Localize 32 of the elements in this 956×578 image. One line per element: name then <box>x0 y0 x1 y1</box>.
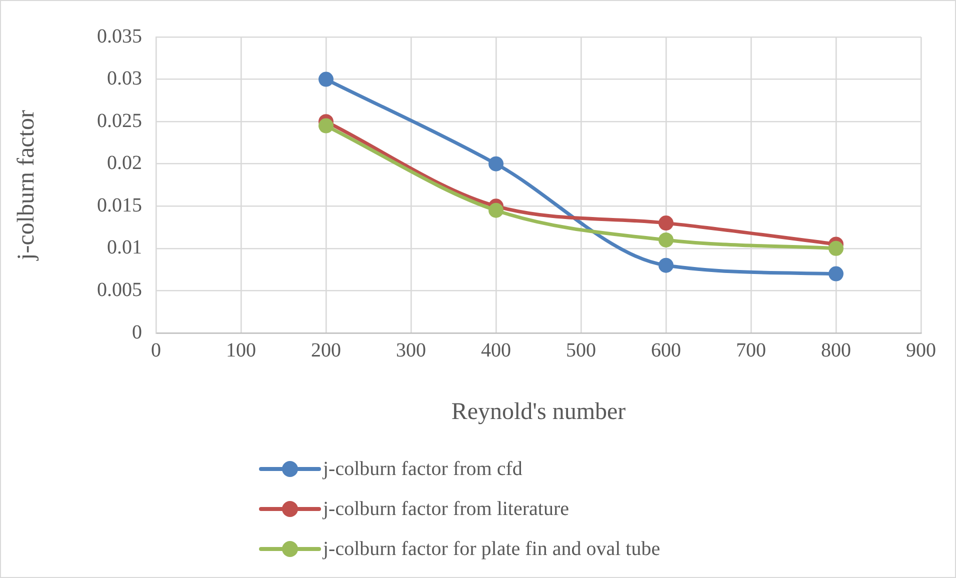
y-tick-label: 0.03 <box>107 68 142 90</box>
y-tick-label: 0.015 <box>97 194 142 216</box>
y-axis-title: j-colburn factor <box>14 110 40 261</box>
point <box>318 118 334 134</box>
y-tick-label: 0 <box>132 321 142 344</box>
x-tick-label: 0 <box>151 339 161 362</box>
point <box>658 216 674 231</box>
y-tick-label: 0.025 <box>97 110 142 132</box>
x-tick-label: 300 <box>396 339 426 362</box>
x-tick-label: 900 <box>906 339 936 362</box>
x-tick-label: 500 <box>566 339 596 362</box>
x-tick-label: 600 <box>651 339 681 362</box>
legend-label: j-colburn factor for plate fin and oval tube <box>323 538 660 560</box>
point <box>828 240 844 256</box>
legend-label: j-colburn factor from literature <box>323 498 569 520</box>
x-axis-title: Reynold's number <box>451 398 626 425</box>
point <box>318 72 334 87</box>
x-tick-label: 100 <box>226 339 256 362</box>
y-tick-label: 0.01 <box>107 236 142 259</box>
legend-label: j-colburn factor from cfd <box>323 458 522 480</box>
point <box>658 232 674 248</box>
y-tick-label: 0.005 <box>97 278 142 301</box>
x-tick-label: 400 <box>481 339 511 362</box>
x-tick-label: 700 <box>736 339 766 362</box>
x-tick-label: 200 <box>311 339 341 362</box>
point <box>488 156 504 172</box>
point <box>658 258 674 273</box>
x-tick-label: 800 <box>821 339 851 362</box>
y-tick-label: 0.035 <box>97 25 142 48</box>
point <box>488 202 504 218</box>
y-tick-label: 0.02 <box>107 152 142 174</box>
point <box>828 266 844 282</box>
